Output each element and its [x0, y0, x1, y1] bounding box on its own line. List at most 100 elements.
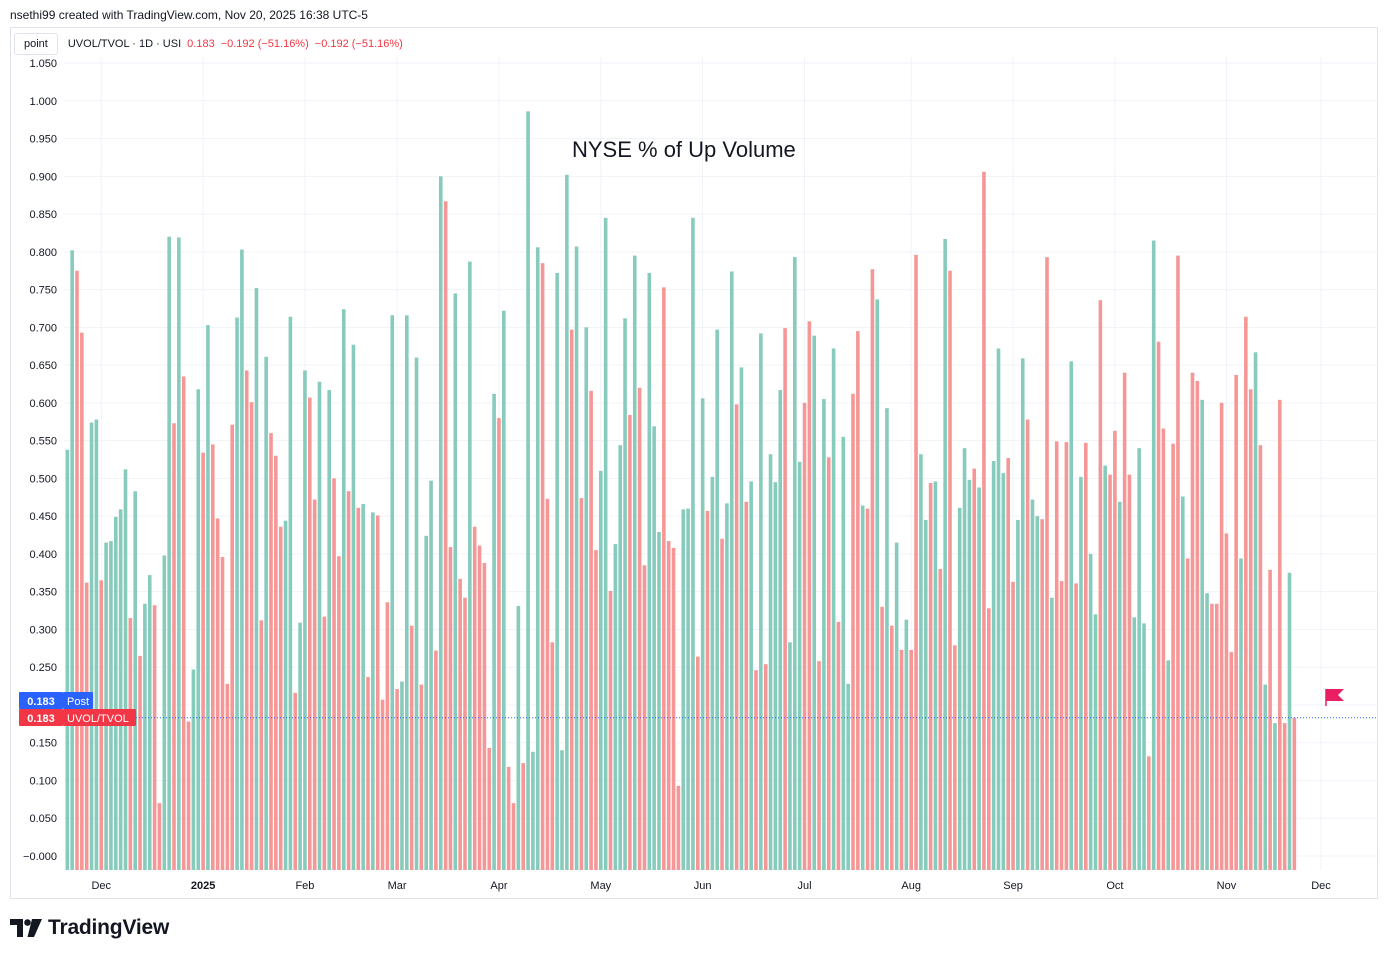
bar: [477, 545, 482, 870]
point-toggle-button[interactable]: point: [14, 33, 58, 55]
bar: [793, 257, 797, 870]
bar: [1171, 443, 1175, 870]
bar: [278, 526, 283, 870]
bar: [337, 556, 341, 870]
bar: [1040, 519, 1044, 870]
x-tick-label: Sep: [1003, 880, 1023, 892]
bar: [822, 399, 826, 870]
y-tick-label: 0.650: [29, 360, 57, 372]
y-tick-label: 0.750: [29, 285, 57, 297]
bar: [909, 649, 913, 870]
bar: [264, 356, 268, 870]
bar: [409, 625, 414, 870]
bar: [492, 393, 496, 870]
bar: [715, 329, 719, 870]
main-value-text: 0.183: [27, 713, 55, 725]
bar: [288, 316, 293, 870]
bar: [618, 445, 622, 870]
bar: [225, 683, 230, 870]
bar: [623, 318, 627, 870]
bar: [1113, 430, 1117, 870]
bar: [1142, 623, 1146, 870]
bar: [686, 508, 690, 870]
bar: [104, 542, 108, 870]
bar: [759, 333, 763, 870]
bar: [642, 565, 647, 870]
bar: [390, 315, 395, 870]
bar: [739, 367, 744, 870]
bar: [773, 482, 778, 870]
bar: [220, 556, 225, 870]
y-tick-label: 0.150: [29, 738, 57, 750]
bar: [1103, 465, 1107, 870]
post-value-text: 0.183: [27, 696, 55, 708]
y-tick-label: 1.000: [29, 96, 57, 108]
bar: [356, 507, 361, 870]
bar: [831, 348, 836, 870]
bar: [865, 508, 870, 870]
bar: [516, 606, 521, 870]
bar: [1079, 476, 1083, 870]
bar: [1050, 597, 1054, 870]
bar: [967, 479, 972, 870]
main-value-badge: [19, 709, 63, 726]
y-tick-label: 0.450: [29, 511, 57, 523]
bar: [802, 402, 807, 870]
bar: [177, 237, 181, 870]
x-tick-label: Aug: [901, 880, 921, 892]
bar: [419, 684, 424, 870]
y-tick-label: 0.050: [29, 813, 57, 825]
bar: [1229, 652, 1234, 870]
post-value-badge: [19, 692, 63, 709]
bar: [555, 272, 559, 870]
flag-icon[interactable]: [1325, 689, 1344, 706]
bar: [385, 602, 390, 870]
bar: [535, 247, 540, 870]
main-label-text: UVOL/TVOL: [67, 713, 129, 725]
bar: [894, 542, 899, 870]
bar: [817, 661, 821, 870]
y-tick-label: 0.350: [29, 587, 57, 599]
bar: [167, 236, 171, 871]
bar: [594, 550, 598, 870]
bar: [152, 605, 157, 870]
y-tick-label: 0.300: [29, 624, 57, 636]
bar: [521, 763, 525, 870]
y-tick-label: 0.950: [29, 134, 57, 146]
bar: [283, 520, 288, 870]
chart-legend: point UVOL/TVOL · 1D · USI 0.183 −0.192 …: [14, 32, 409, 56]
bar: [322, 616, 327, 870]
bar: [502, 310, 506, 870]
bar: [652, 426, 656, 870]
x-tick-label: Oct: [1106, 880, 1123, 892]
bar: [230, 424, 234, 870]
bar: [244, 370, 249, 870]
tradingview-logo-icon: [10, 919, 42, 937]
bar: [482, 562, 487, 870]
bar: [259, 620, 264, 870]
bar: [80, 332, 84, 871]
bar: [186, 721, 191, 870]
bar: [1224, 533, 1229, 870]
tradingview-logo[interactable]: TradingView: [10, 916, 169, 940]
bar: [1273, 723, 1277, 870]
bar: [1210, 603, 1214, 870]
bar: [657, 532, 661, 870]
bar: [1001, 473, 1006, 870]
bar: [938, 569, 943, 870]
bar: [453, 293, 458, 871]
bar: [608, 590, 613, 870]
x-tick-label: Dec: [91, 880, 111, 892]
bar: [429, 480, 433, 870]
bar: [1292, 717, 1297, 870]
bar: [1263, 684, 1268, 870]
bar: [957, 507, 962, 870]
y-tick-label: 0.700: [29, 322, 57, 334]
bar: [424, 535, 428, 870]
bar: [84, 582, 89, 870]
bar: [890, 625, 894, 870]
symbol-label[interactable]: UVOL/TVOL · 1D · USI: [67, 38, 182, 50]
bar: [1059, 581, 1064, 870]
bar: [914, 254, 918, 871]
